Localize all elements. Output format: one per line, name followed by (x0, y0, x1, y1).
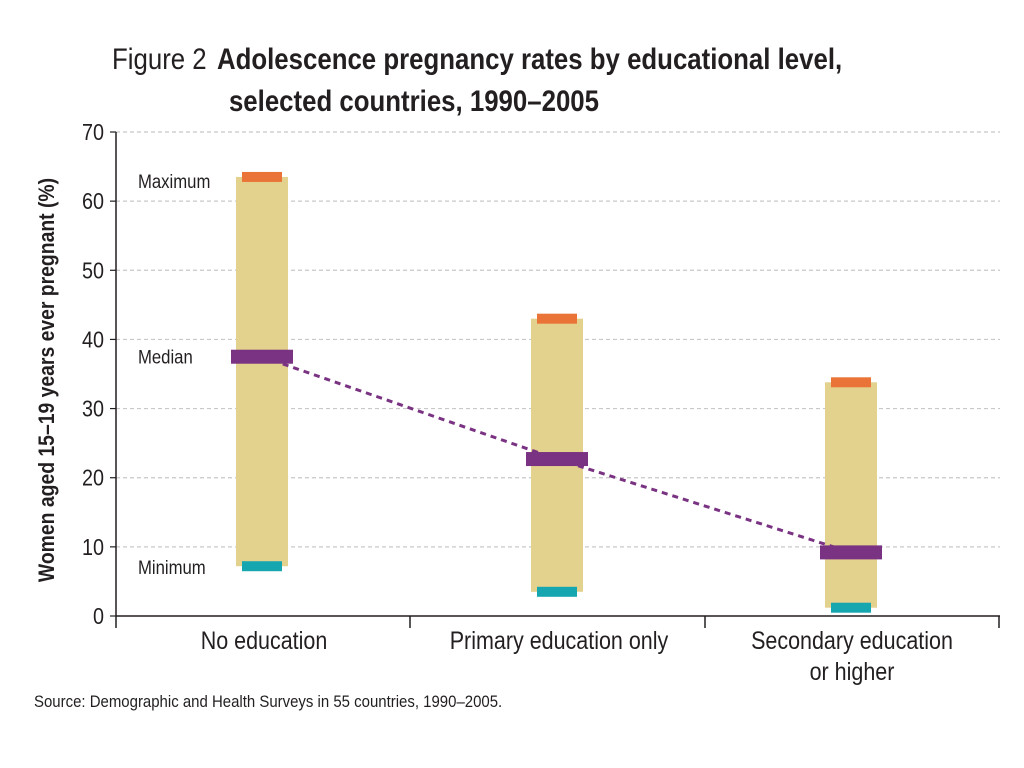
y-tick-label: 30 (82, 396, 104, 422)
y-tick-label: 20 (82, 465, 104, 491)
x-category-label: or higher (810, 657, 895, 685)
minimum-marker (831, 602, 871, 613)
source-note: Source: Demographic and Health Surveys i… (34, 692, 503, 711)
x-category-label: Secondary education (751, 626, 953, 654)
y-tick-label: 10 (82, 534, 104, 560)
median-marker (231, 349, 293, 364)
maximum-marker (537, 313, 577, 324)
median-trend-line (556, 457, 852, 554)
maximum-annotation: Maximum (138, 171, 210, 192)
median-marker (820, 545, 882, 560)
median-trend-line (261, 355, 558, 461)
y-tick-label: 0 (93, 604, 104, 630)
y-tick-label: 70 (82, 120, 104, 146)
figure-label: Figure 2 (112, 43, 207, 76)
x-category-label: No education (201, 626, 328, 654)
title-line-1: Adolescence pregnancy rates by education… (216, 43, 843, 76)
maximum-marker (242, 171, 282, 182)
minimum-marker (537, 586, 577, 597)
x-category-label: Primary education only (450, 626, 669, 654)
range-bar (825, 382, 877, 608)
chart-title: Figure 2 Adolescence pregnancy rates by e… (112, 40, 843, 118)
y-tick-label: 50 (82, 258, 104, 284)
y-tick-label: 40 (82, 327, 104, 353)
range-bar (236, 176, 288, 567)
y-axis-label: Women aged 15–19 years ever pregnant (%) (35, 178, 59, 582)
title-line-2: selected countries, 1990–2005 (228, 85, 600, 118)
median-marker (526, 452, 588, 467)
minimum-annotation: Minimum (138, 557, 206, 578)
minimum-marker (242, 561, 282, 572)
median-annotation: Median (138, 347, 193, 368)
y-tick-label: 60 (82, 189, 104, 215)
maximum-marker (831, 377, 871, 388)
